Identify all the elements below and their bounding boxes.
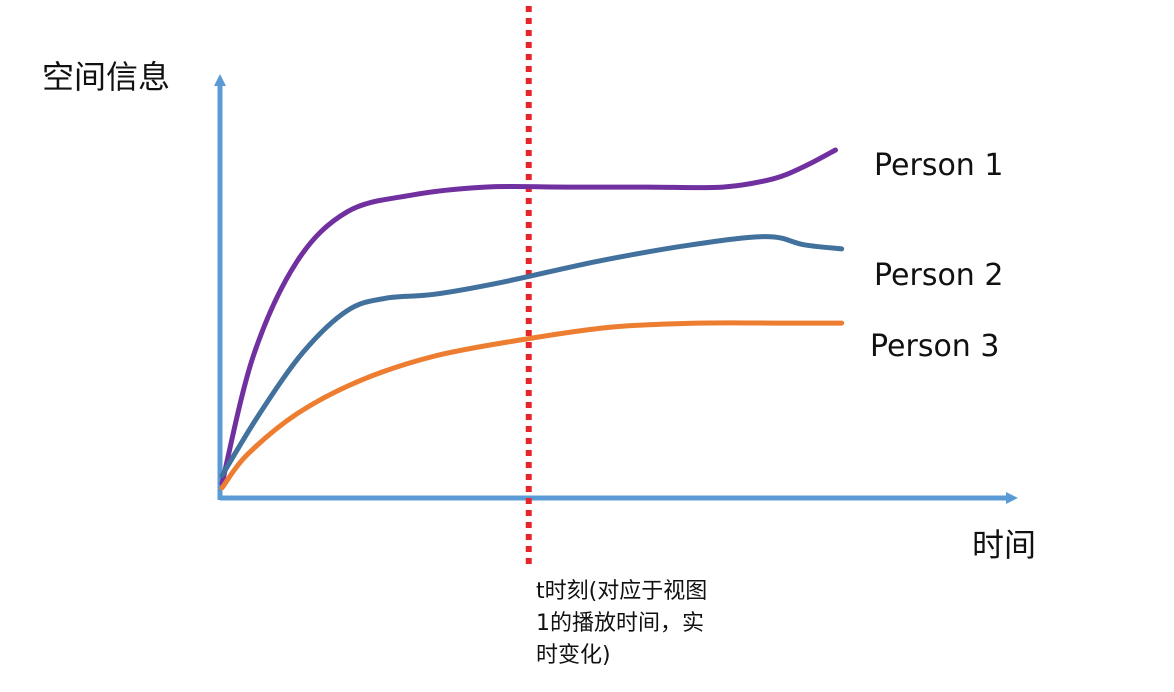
series-line-person-2 [219,234,845,478]
series-line-person-3 [219,320,845,491]
x-axis-title: 时间 [972,526,1036,564]
series-lines [219,147,845,491]
time-marker-note-line-2: 1的播放时间，实 [536,611,704,636]
series-line-person-1 [219,147,838,487]
series-label-person-3: Person 3 [870,329,999,364]
time-marker-note-line-1: t时刻(对应于视图 [536,579,707,604]
time-marker-note-line-3: 时变化) [536,643,611,668]
series-label-person-1: Person 1 [874,148,1003,183]
y-axis-title: 空间信息 [42,58,170,96]
series-label-person-2: Person 2 [874,258,1003,293]
